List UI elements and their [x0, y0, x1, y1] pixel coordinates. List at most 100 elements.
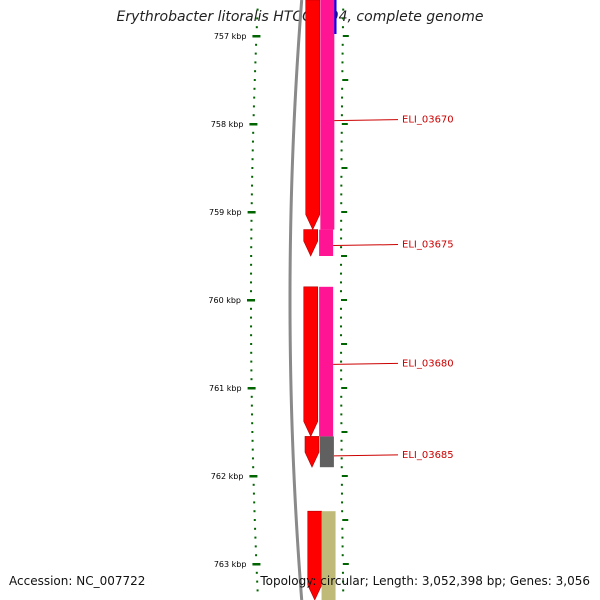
position-tick	[340, 228, 343, 231]
position-tick	[341, 123, 348, 125]
minor-tick	[250, 193, 253, 196]
cds-arrow	[305, 0, 321, 231]
position-tick	[340, 395, 343, 398]
position-tick	[341, 475, 348, 477]
position-tick	[341, 545, 344, 548]
minor-tick	[251, 448, 254, 451]
minor-tick	[250, 219, 253, 222]
minor-tick	[250, 263, 253, 266]
position-tick	[340, 290, 343, 293]
position-tick	[340, 457, 343, 460]
position-tick	[340, 149, 343, 152]
minor-tick	[253, 510, 256, 513]
genes-label: Genes:	[509, 574, 552, 588]
minor-tick	[256, 580, 259, 583]
major-tick	[252, 563, 261, 566]
position-tick	[340, 263, 343, 266]
position-tick	[341, 52, 344, 55]
axis-tick-label: 759 kbp	[209, 208, 242, 217]
minor-tick	[250, 290, 253, 293]
position-tick	[340, 316, 343, 319]
minor-tick	[252, 114, 255, 117]
position-tick	[340, 325, 343, 328]
position-tick	[341, 87, 344, 90]
minor-tick	[251, 457, 254, 460]
position-tick	[340, 448, 343, 451]
genome-stats-line: Topology: circular; Length: 3,052,398 bp…	[260, 574, 590, 588]
cog-bar	[319, 436, 334, 468]
position-tick	[341, 536, 344, 539]
gene-label: ELI_03675	[402, 240, 454, 251]
position-tick	[340, 492, 343, 495]
position-tick	[340, 246, 343, 249]
position-tick	[340, 483, 343, 486]
minor-tick	[250, 404, 253, 407]
minor-tick	[250, 378, 253, 381]
major-tick	[247, 299, 255, 302]
minor-tick	[251, 184, 254, 187]
minor-tick	[250, 316, 253, 319]
minor-tick	[250, 351, 253, 354]
position-tick	[340, 202, 343, 205]
position-tick	[340, 360, 343, 363]
cds-arrow	[303, 286, 319, 438]
minor-tick	[250, 272, 253, 275]
position-tick	[342, 580, 345, 583]
minor-tick	[256, 17, 259, 20]
minor-tick	[250, 228, 253, 231]
cog-bar	[320, 0, 335, 230]
length-label: Length:	[372, 574, 419, 588]
minor-tick	[251, 158, 254, 161]
minor-tick	[255, 26, 258, 29]
axis-tick-label: 762 kbp	[211, 472, 244, 481]
position-tick	[340, 158, 343, 161]
length-value: 3,052,398 bp	[421, 574, 502, 588]
position-tick	[340, 422, 343, 425]
minor-tick	[250, 255, 253, 257]
position-tick	[342, 589, 345, 592]
position-tick	[341, 211, 348, 213]
position-tick	[340, 175, 343, 178]
minor-tick	[252, 131, 255, 134]
gene-label: ELI_03685	[402, 450, 454, 461]
minor-tick	[254, 52, 257, 55]
minor-tick	[250, 334, 253, 337]
position-tick	[341, 255, 348, 257]
position-tick	[340, 334, 343, 337]
backbone-line	[288, 0, 304, 600]
minor-tick	[253, 87, 256, 90]
minor-tick	[250, 246, 253, 249]
minor-tick	[256, 8, 259, 11]
minor-tick	[250, 281, 253, 284]
position-tick	[341, 387, 348, 389]
cds-arrow	[304, 436, 320, 468]
minor-tick	[254, 61, 257, 64]
minor-tick	[253, 79, 256, 81]
cds-arrow	[307, 510, 323, 600]
position-tick	[341, 61, 344, 64]
minor-tick	[251, 167, 254, 169]
position-tick	[340, 114, 343, 117]
minor-tick	[254, 545, 257, 548]
minor-tick	[251, 140, 254, 143]
minor-tick	[254, 70, 257, 73]
position-tick	[342, 519, 349, 521]
position-tick	[341, 501, 344, 504]
minor-tick	[252, 105, 255, 108]
position-tick	[341, 527, 344, 530]
minor-tick	[253, 96, 256, 99]
gene-label-leader	[333, 454, 399, 457]
position-tick	[340, 272, 343, 275]
position-tick	[341, 96, 344, 99]
position-tick	[342, 8, 345, 11]
position-tick	[340, 413, 343, 416]
position-tick	[340, 351, 343, 354]
position-tick	[342, 17, 345, 20]
minor-tick	[255, 571, 258, 574]
minor-tick	[251, 439, 254, 442]
position-tick	[340, 404, 343, 407]
minor-tick	[250, 360, 253, 363]
position-tick	[341, 343, 348, 345]
minor-tick	[250, 369, 253, 372]
